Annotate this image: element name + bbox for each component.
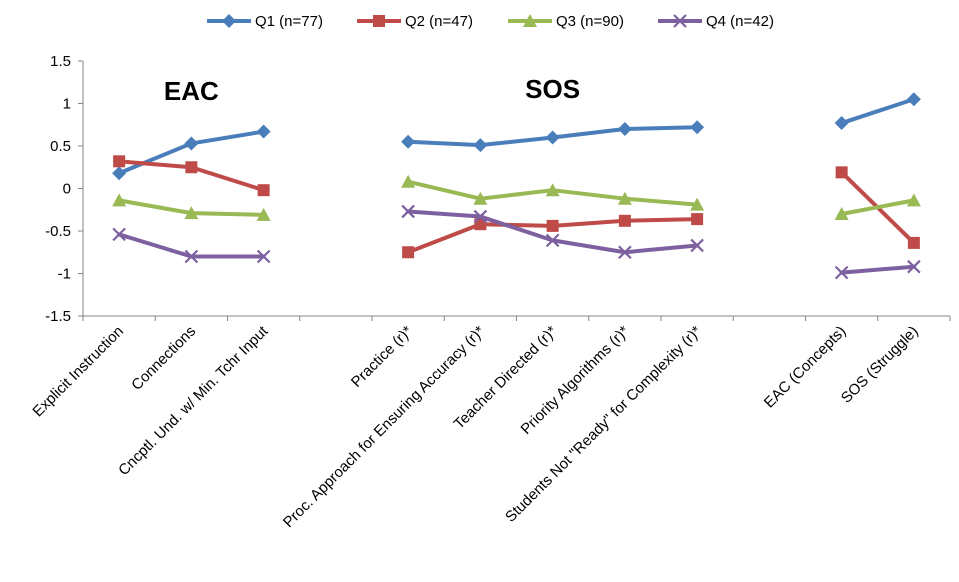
data-point bbox=[256, 249, 271, 264]
legend-label: Q3 (n=90) bbox=[556, 13, 624, 30]
data-point bbox=[256, 124, 271, 139]
legend-item: Q2 (n=47) bbox=[357, 13, 473, 30]
data-point bbox=[617, 122, 632, 136]
data-point bbox=[112, 193, 127, 207]
data-point bbox=[256, 207, 271, 221]
data-point bbox=[401, 134, 416, 149]
data-point bbox=[184, 249, 199, 264]
y-tick-label: -1.5 bbox=[45, 308, 71, 325]
y-tick-label: 0 bbox=[63, 181, 71, 198]
series-line bbox=[839, 198, 916, 216]
data-point bbox=[906, 193, 921, 207]
data-point bbox=[691, 213, 704, 226]
x-tick-label: EAC (Concepts) bbox=[761, 323, 850, 412]
data-point bbox=[617, 191, 632, 205]
data-point bbox=[690, 120, 705, 135]
data-point bbox=[112, 166, 127, 181]
plot-area bbox=[112, 92, 921, 280]
data-point bbox=[545, 183, 560, 197]
data-point bbox=[690, 238, 704, 253]
chart-legend: Q1 (n=77) Q2 (n=47) Q3 (n=90) Q4 (n=42) bbox=[207, 13, 774, 30]
y-tick-label: -1 bbox=[58, 266, 71, 283]
legend-item: Q3 (n=90) bbox=[508, 13, 624, 30]
data-point bbox=[185, 161, 198, 174]
y-tick-label: 0.5 bbox=[50, 138, 71, 155]
legend-item: Q1 (n=77) bbox=[207, 13, 323, 30]
x-tick-label: SOS (Struggle) bbox=[838, 323, 922, 407]
group-title: EAC bbox=[164, 76, 219, 106]
data-point bbox=[473, 138, 488, 153]
data-point bbox=[401, 204, 415, 219]
legend-label: Q4 (n=42) bbox=[706, 13, 774, 30]
data-point bbox=[835, 166, 848, 179]
series-4 bbox=[112, 204, 921, 280]
data-point bbox=[113, 155, 126, 168]
data-point bbox=[618, 245, 632, 260]
series-line bbox=[117, 232, 266, 259]
series-line bbox=[839, 264, 916, 275]
legend-label: Q1 (n=77) bbox=[255, 13, 323, 30]
data-point bbox=[618, 214, 631, 227]
y-axis: 1.5 1 0.5 0 -0.5 -1 -1.5 bbox=[45, 53, 84, 325]
series-2 bbox=[113, 155, 920, 259]
data-point bbox=[906, 92, 921, 107]
group-title: SOS bbox=[525, 74, 580, 104]
data-point bbox=[907, 259, 921, 274]
y-tick-label: -0.5 bbox=[45, 223, 71, 240]
data-point bbox=[257, 184, 270, 197]
data-point bbox=[834, 207, 849, 220]
data-point bbox=[474, 218, 487, 231]
x-tick-label: Connections bbox=[128, 323, 199, 394]
data-point bbox=[834, 265, 849, 280]
y-tick-label: 1.5 bbox=[50, 53, 71, 70]
data-point bbox=[184, 206, 199, 220]
series-line bbox=[839, 97, 916, 126]
data-point bbox=[401, 174, 416, 188]
data-point bbox=[690, 197, 705, 211]
legend-item: Q4 (n=42) bbox=[658, 13, 774, 30]
series-3 bbox=[112, 174, 921, 221]
legend-marker bbox=[373, 15, 385, 27]
data-point bbox=[184, 136, 199, 151]
legend-marker bbox=[523, 14, 537, 27]
x-tick-label: Explicit Instruction bbox=[29, 323, 127, 421]
data-point bbox=[546, 219, 559, 232]
data-point bbox=[473, 209, 488, 224]
data-point bbox=[473, 191, 488, 205]
legend-marker bbox=[222, 14, 236, 28]
data-point bbox=[545, 130, 560, 145]
series-1 bbox=[112, 92, 921, 181]
y-tick-label: 1 bbox=[63, 96, 71, 113]
data-point bbox=[907, 236, 920, 249]
x-tick-label: Cncptl. Und. w/ Min. Tchr Input bbox=[115, 322, 272, 479]
data-point bbox=[402, 246, 415, 259]
legend-label: Q2 (n=47) bbox=[405, 13, 473, 30]
legend-marker bbox=[673, 14, 687, 28]
group-titles: EAC SOS bbox=[164, 74, 580, 106]
x-tick-label: Practice (r)* bbox=[348, 323, 416, 391]
data-point bbox=[545, 233, 560, 248]
data-point bbox=[834, 116, 849, 131]
data-point bbox=[112, 227, 126, 242]
